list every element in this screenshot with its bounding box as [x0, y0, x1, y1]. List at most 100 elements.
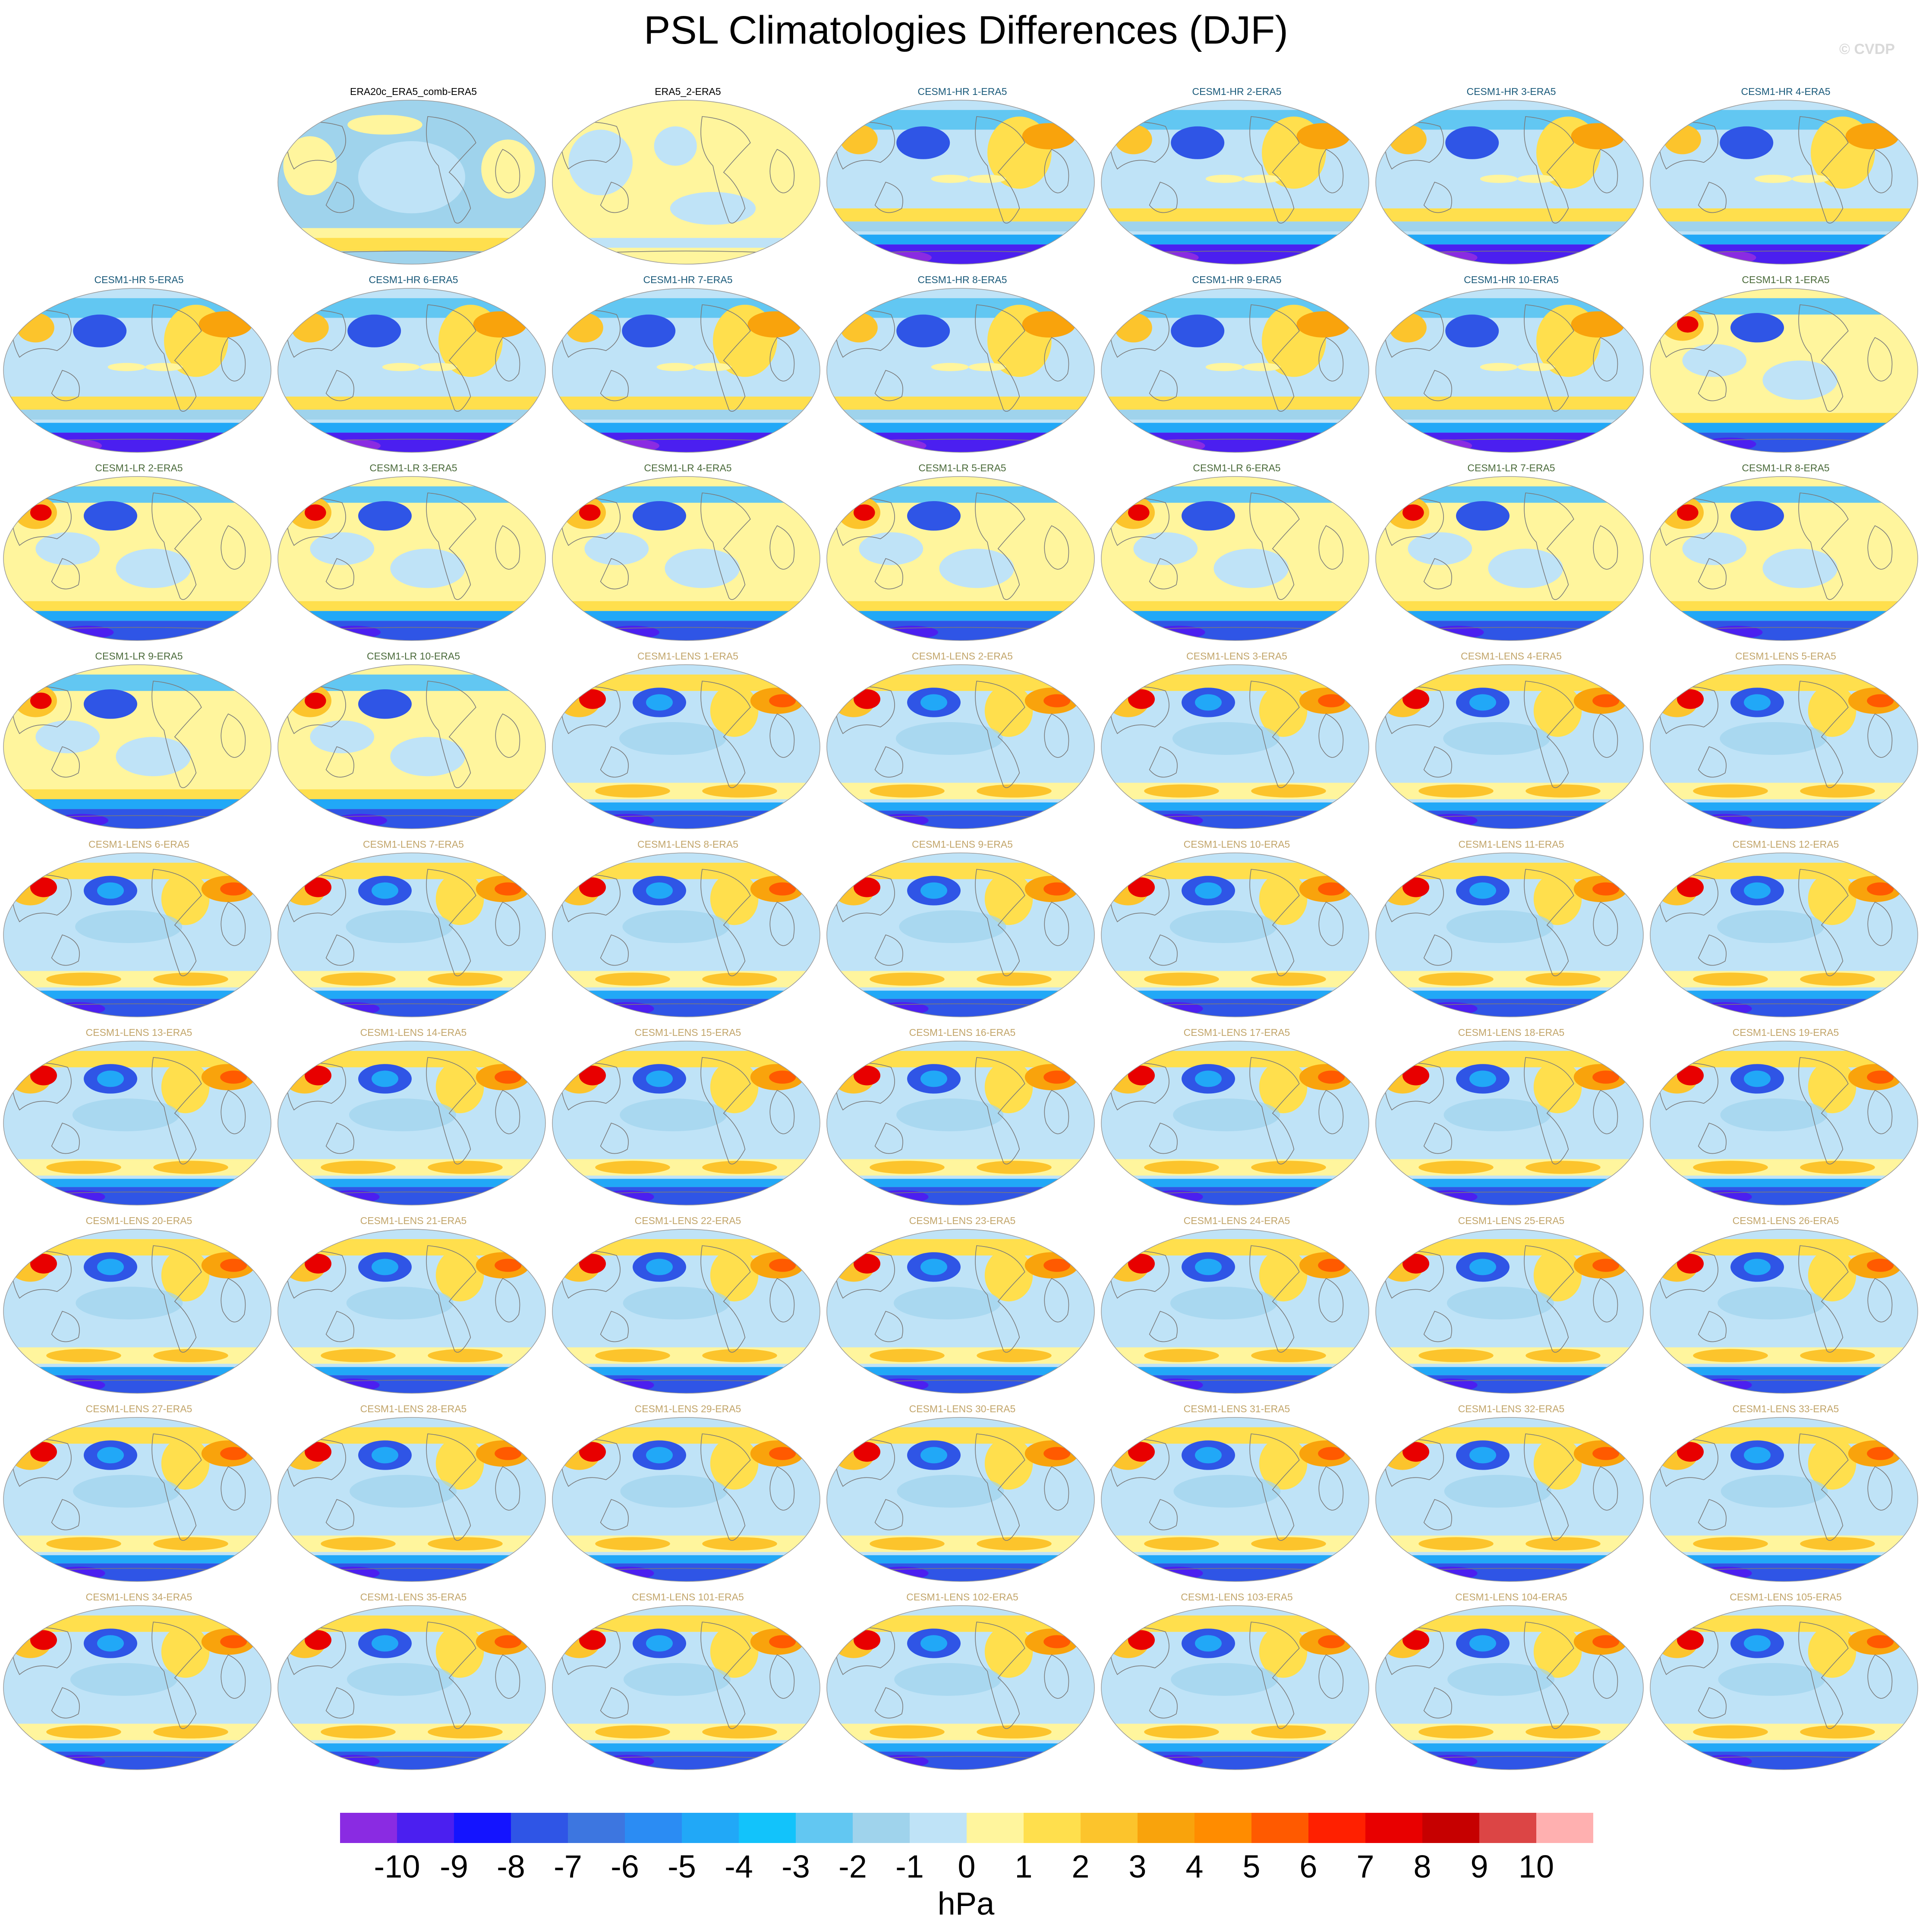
map-panel: CESM1-LENS 20-ERA5 — [2, 1215, 276, 1396]
map-field — [1101, 476, 1369, 641]
map-panel-title: CESM1-LENS 30-ERA5 — [909, 1403, 1016, 1414]
map-panel: CESM1-HR 10-ERA5 — [1374, 274, 1648, 455]
map-field — [1650, 476, 1918, 641]
map-panel: CESM1-LENS 9-ERA5 — [825, 838, 1100, 1019]
map-panel-title: CESM1-LENS 13-ERA5 — [85, 1027, 192, 1038]
map-field — [1101, 1041, 1369, 1206]
map-panel: CESM1-LR 7-ERA5 — [1374, 462, 1648, 643]
colorbar-tick-label: -8 — [497, 1849, 525, 1884]
colorbar-tick-label: -10 — [374, 1849, 420, 1884]
map-field — [1650, 288, 1918, 453]
map-panel-title: CESM1-LENS 3-ERA5 — [1186, 650, 1287, 662]
map-field — [552, 1605, 820, 1770]
map-panel-title: CESM1-LR 10-ERA5 — [366, 650, 460, 662]
map-field — [552, 1041, 820, 1206]
map-field — [1101, 100, 1369, 265]
map-field — [1101, 852, 1369, 1017]
map-panel-title: CESM1-LENS 14-ERA5 — [360, 1027, 467, 1038]
map-panel: CESM1-LENS 28-ERA5 — [276, 1403, 551, 1584]
map-panel: CESM1-LENS 2-ERA5 — [825, 650, 1100, 831]
map-panel-title: CESM1-LR 7-ERA5 — [1467, 462, 1555, 473]
colorbar-tick-label: -1 — [895, 1849, 924, 1884]
map-field — [1650, 1041, 1918, 1206]
colorbar-tick-label: 6 — [1299, 1849, 1317, 1884]
map-field — [1375, 1041, 1644, 1206]
colorbar-swatch — [1365, 1813, 1423, 1843]
map-panel: CESM1-HR 9-ERA5 — [1100, 274, 1374, 455]
map-panel: CESM1-HR 4-ERA5 — [1648, 85, 1923, 267]
map-field — [552, 664, 820, 829]
map-panel-title: CESM1-LR 1-ERA5 — [1742, 274, 1830, 285]
map-panel: CESM1-LR 6-ERA5 — [1100, 462, 1374, 643]
colorbar-tick-label: -9 — [440, 1849, 468, 1884]
map-field — [552, 852, 820, 1017]
map-field — [1101, 288, 1369, 453]
map-field — [277, 1605, 546, 1770]
colorbar-tick-label: 2 — [1072, 1849, 1090, 1884]
map-panel-title: CESM1-LENS 4-ERA5 — [1461, 650, 1562, 662]
map-panel: CESM1-LENS 1-ERA5 — [551, 650, 825, 831]
map-panel: CESM1-LR 10-ERA5 — [276, 650, 551, 831]
map-panel: CESM1-LR 3-ERA5 — [276, 462, 551, 643]
map-panel: CESM1-LENS 6-ERA5 — [2, 838, 276, 1019]
map-panel-title: CESM1-HR 10-ERA5 — [1464, 274, 1559, 285]
map-field — [1375, 664, 1644, 829]
colorbar-tick-label: 9 — [1470, 1849, 1488, 1884]
map-panel: CESM1-LENS 35-ERA5 — [276, 1591, 551, 1772]
colorbar-tick-label: 5 — [1242, 1849, 1261, 1884]
colorbar-swatch — [967, 1813, 1024, 1843]
map-panel-title: CESM1-LENS 32-ERA5 — [1458, 1403, 1565, 1414]
map-panel-title: CESM1-HR 1-ERA5 — [917, 86, 1007, 97]
map-panel: CESM1-LENS 33-ERA5 — [1648, 1403, 1923, 1584]
colorbar-swatch — [1081, 1813, 1138, 1843]
map-panel-title: CESM1-LR 6-ERA5 — [1193, 462, 1281, 473]
colorbar-swatch — [910, 1813, 967, 1843]
map-field — [826, 288, 1095, 453]
map-field — [1650, 1605, 1918, 1770]
map-panel-title: CESM1-LENS 1-ERA5 — [637, 650, 738, 662]
colorbar-tick-label: -3 — [782, 1849, 810, 1884]
colorbar-swatch — [397, 1813, 454, 1843]
map-field — [1375, 288, 1644, 453]
map-panel-title: CESM1-LENS 24-ERA5 — [1183, 1215, 1290, 1226]
map-field — [3, 1605, 271, 1770]
map-field — [277, 288, 546, 453]
map-panel: CESM1-LENS 104-ERA5 — [1374, 1591, 1648, 1772]
map-field — [552, 476, 820, 641]
colorbar-swatch — [1479, 1813, 1537, 1843]
map-panel-title: CESM1-LENS 25-ERA5 — [1458, 1215, 1565, 1226]
map-panel: CESM1-HR 7-ERA5 — [551, 274, 825, 455]
map-panel: CESM1-LR 5-ERA5 — [825, 462, 1100, 643]
map-panel-title: CESM1-LENS 18-ERA5 — [1458, 1027, 1565, 1038]
map-field — [3, 1229, 271, 1394]
map-panel: CESM1-LENS 26-ERA5 — [1648, 1215, 1923, 1396]
map-panel-title: CESM1-LENS 22-ERA5 — [634, 1215, 741, 1226]
map-panel-title: CESM1-LENS 105-ERA5 — [1730, 1591, 1842, 1603]
map-panel: CESM1-LENS 32-ERA5 — [1374, 1403, 1648, 1584]
map-panel: CESM1-LENS 13-ERA5 — [2, 1026, 276, 1208]
map-panel-title: CESM1-HR 8-ERA5 — [917, 274, 1007, 285]
map-panel-title: CESM1-LENS 6-ERA5 — [88, 839, 189, 850]
map-field — [277, 476, 546, 641]
map-panel: CESM1-LENS 103-ERA5 — [1100, 1591, 1374, 1772]
map-panel: CESM1-LR 8-ERA5 — [1648, 462, 1923, 643]
map-panel: CESM1-LENS 16-ERA5 — [825, 1026, 1100, 1208]
map-panel-title: CESM1-LR 2-ERA5 — [95, 462, 183, 473]
map-panel-title: CESM1-LR 5-ERA5 — [918, 462, 1006, 473]
map-field — [826, 476, 1095, 641]
map-panel: CESM1-LENS 7-ERA5 — [276, 838, 551, 1019]
map-panel-title: CESM1-LENS 21-ERA5 — [360, 1215, 467, 1226]
colorbar-swatch — [1194, 1813, 1252, 1843]
map-field — [826, 1041, 1095, 1206]
map-field — [1375, 476, 1644, 641]
map-panel-title: CESM1-LENS 27-ERA5 — [85, 1403, 192, 1414]
map-panel: CESM1-LR 2-ERA5 — [2, 462, 276, 643]
map-field — [3, 852, 271, 1017]
colorbar-tick-label: -6 — [611, 1849, 639, 1884]
map-field — [1375, 852, 1644, 1017]
colorbar-swatch — [1138, 1813, 1195, 1843]
map-field — [1650, 1229, 1918, 1394]
map-panel-title: CESM1-HR 9-ERA5 — [1192, 274, 1282, 285]
map-panel: CESM1-LENS 21-ERA5 — [276, 1215, 551, 1396]
map-panel-title: CESM1-LENS 5-ERA5 — [1735, 650, 1836, 662]
